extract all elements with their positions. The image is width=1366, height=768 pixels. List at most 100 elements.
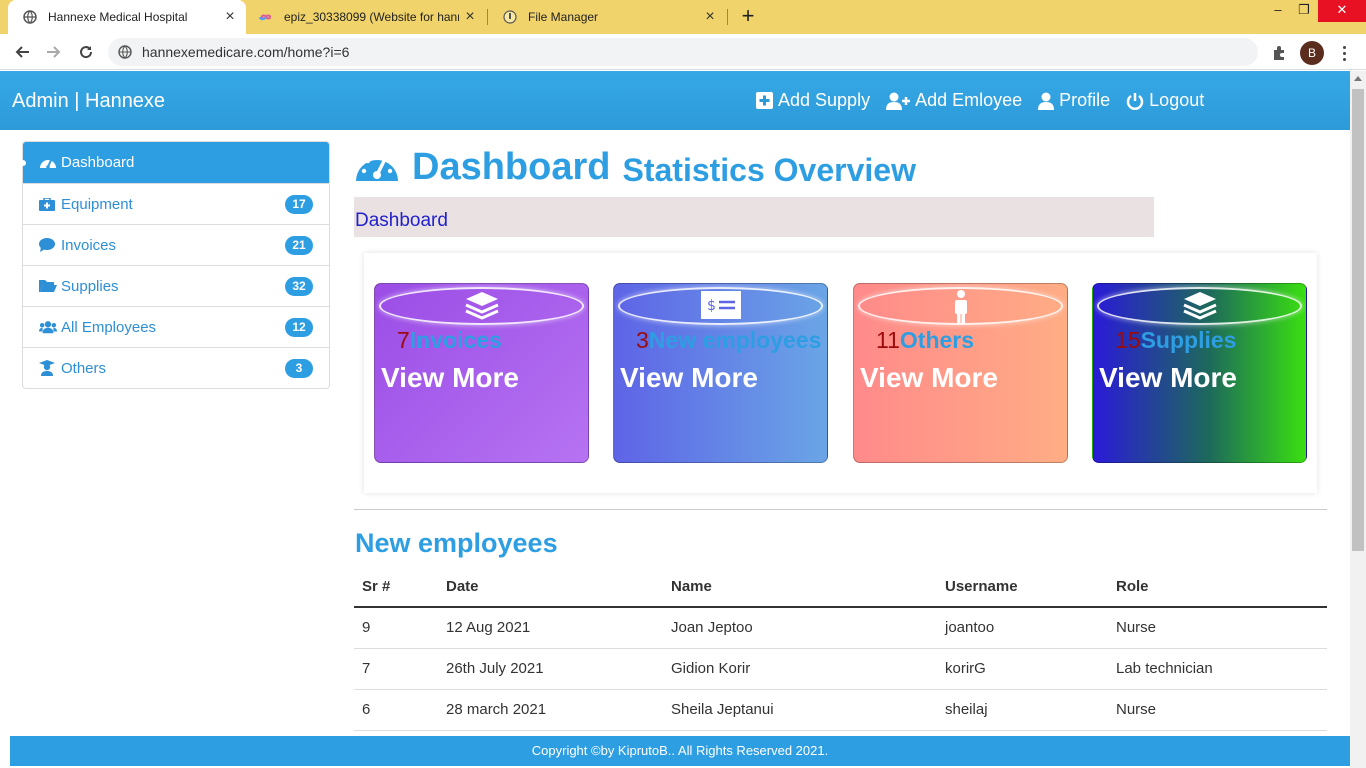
card-oval xyxy=(1097,287,1302,325)
svg-text:$: $ xyxy=(707,298,716,314)
count-badge: 21 xyxy=(285,236,313,255)
tab-file-manager[interactable]: File Manager × xyxy=(488,0,726,34)
sidebar-item-supplies[interactable]: Supplies 32 xyxy=(23,265,329,306)
card-count-row: 7Invoices xyxy=(397,327,502,354)
page-title: Dashboard Statistics Overview xyxy=(354,146,916,189)
table-cell: Lab technician xyxy=(1108,648,1327,690)
add-employee-link[interactable]: Add Emloyee xyxy=(886,90,1022,111)
card-label: Supplies xyxy=(1140,327,1237,353)
person-icon xyxy=(854,290,1067,324)
site-info-icon[interactable] xyxy=(118,45,132,59)
table-cell: 7 xyxy=(354,648,438,690)
table-cell: 28 march 2021 xyxy=(438,689,663,731)
stat-card-invoices[interactable]: 7Invoices View More xyxy=(374,283,589,463)
view-more-link[interactable]: View More xyxy=(381,362,519,393)
stat-card-new-employees[interactable]: $ 3New employees View More xyxy=(613,283,828,463)
site-header: Admin | Hannexe Add Supply Add Emloyee P… xyxy=(0,71,1350,130)
reload-icon[interactable] xyxy=(74,40,98,64)
column-header: Name xyxy=(663,567,937,608)
column-header: Sr # xyxy=(354,567,438,608)
new-employees-table: Sr # Date Name Username Role 9 12 Aug 20… xyxy=(354,567,1327,731)
tab-title: epiz_30338099 (Website for hann xyxy=(284,10,459,24)
card-oval xyxy=(379,287,584,325)
user-plus-icon xyxy=(886,92,911,110)
table-cell: 12 Aug 2021 xyxy=(438,607,663,649)
table-cell: Nurse xyxy=(1108,689,1327,731)
column-header: Username xyxy=(937,567,1108,608)
nav-label: Add Supply xyxy=(778,90,871,110)
sidebar-item-label: Invoices xyxy=(61,236,117,254)
table-row: 7 26th July 2021 Gidion Korir korirG Lab… xyxy=(354,648,1327,690)
power-icon xyxy=(1126,92,1144,110)
add-supply-link[interactable]: Add Supply xyxy=(756,90,870,111)
nav-label: Logout xyxy=(1149,90,1205,110)
user-graduate-icon xyxy=(39,360,57,376)
users-icon xyxy=(39,319,57,335)
view-more-link[interactable]: View More xyxy=(620,362,758,393)
sidebar-item-label: Supplies xyxy=(61,277,119,295)
close-icon[interactable]: × xyxy=(465,8,475,25)
stat-card-others[interactable]: 11Others View More xyxy=(853,283,1068,463)
window-close-icon[interactable]: ✕ xyxy=(1318,0,1366,22)
view-more-link[interactable]: View More xyxy=(860,362,998,393)
sidebar-item-dashboard[interactable]: Dashboard xyxy=(20,142,329,183)
tab-hannexe[interactable]: Hannexe Medical Hospital × xyxy=(8,0,246,34)
browser-menu-icon[interactable] xyxy=(1334,42,1354,64)
back-arrow-icon[interactable] xyxy=(10,40,34,64)
user-icon xyxy=(1038,92,1055,110)
card-oval xyxy=(618,287,823,325)
tab-title: File Manager xyxy=(528,10,599,24)
stats-cards-panel: 7Invoices View More $ 3New employees Vie… xyxy=(364,253,1317,493)
sidebar-item-all-employees[interactable]: All Employees 12 xyxy=(23,306,329,347)
sidebar-item-equipment[interactable]: Equipment 17 xyxy=(23,183,329,224)
table-row: 6 28 march 2021 Sheila Jeptanui sheilaj … xyxy=(354,689,1327,731)
plus-square-icon xyxy=(756,92,773,109)
medkit-icon xyxy=(39,196,57,212)
logout-link[interactable]: Logout xyxy=(1126,90,1204,111)
card-oval xyxy=(858,287,1063,325)
gauge-icon xyxy=(39,155,57,171)
breadcrumb: Dashboard xyxy=(354,197,1154,237)
tab-epiz[interactable]: epiz_30338099 (Website for hann × xyxy=(246,0,486,34)
address-bar: hannexemedicare.com/home?i=6 B xyxy=(0,34,1366,70)
new-tab-plus-icon[interactable]: + xyxy=(741,3,755,28)
account-avatar[interactable]: B xyxy=(1300,41,1324,65)
table-cell: Nurse xyxy=(1108,607,1327,649)
page-title-sub: Statistics Overview xyxy=(622,152,916,188)
stat-card-supplies[interactable]: 15Supplies View More xyxy=(1092,283,1307,463)
card-label: Others xyxy=(899,327,975,353)
card-count-row: 3New employees xyxy=(636,327,821,354)
tab-separator xyxy=(487,9,488,25)
maximize-icon[interactable]: ❐ xyxy=(1298,2,1310,17)
close-icon[interactable]: × xyxy=(705,8,715,25)
forward-arrow-icon[interactable] xyxy=(42,40,66,64)
tab-title: Hannexe Medical Hospital xyxy=(48,10,188,24)
page-scrollbar[interactable] xyxy=(1350,71,1366,768)
sidebar-item-invoices[interactable]: Invoices 21 xyxy=(23,224,329,265)
table-cell: Gidion Korir xyxy=(663,648,937,690)
sidebar-item-label: Others xyxy=(61,359,107,377)
count-badge: 3 xyxy=(285,359,313,378)
scroll-up-icon[interactable] xyxy=(1354,76,1362,81)
profile-link[interactable]: Profile xyxy=(1038,90,1110,111)
infinity-icon xyxy=(258,9,274,25)
sidebar: Dashboard Equipment 17 Invoices 21 Suppl… xyxy=(20,141,330,389)
close-icon[interactable]: × xyxy=(225,8,235,25)
table-cell: 26th July 2021 xyxy=(438,648,663,690)
tab-separator xyxy=(727,9,728,25)
url-bar[interactable]: hannexemedicare.com/home?i=6 xyxy=(108,38,1258,66)
extensions-puzzle-icon[interactable] xyxy=(1268,42,1290,64)
table-row: 9 12 Aug 2021 Joan Jeptoo joantoo Nurse xyxy=(354,607,1327,649)
minimize-icon[interactable]: – xyxy=(1274,2,1282,17)
nav-label: Profile xyxy=(1059,90,1111,110)
sidebar-item-others[interactable]: Others 3 xyxy=(23,347,329,388)
sidebar-item-label: Equipment xyxy=(61,195,133,213)
table-cell: 9 xyxy=(354,607,438,649)
card-count-row: 15Supplies xyxy=(1115,327,1236,354)
brand-title[interactable]: Admin | Hannexe xyxy=(12,90,166,112)
scrollbar-thumb[interactable] xyxy=(1352,89,1364,551)
card-count: 7 xyxy=(397,327,410,353)
view-more-link[interactable]: View More xyxy=(1099,362,1237,393)
card-count-row: 11Others xyxy=(876,327,974,354)
sidebar-item-label: All Employees xyxy=(61,318,157,336)
